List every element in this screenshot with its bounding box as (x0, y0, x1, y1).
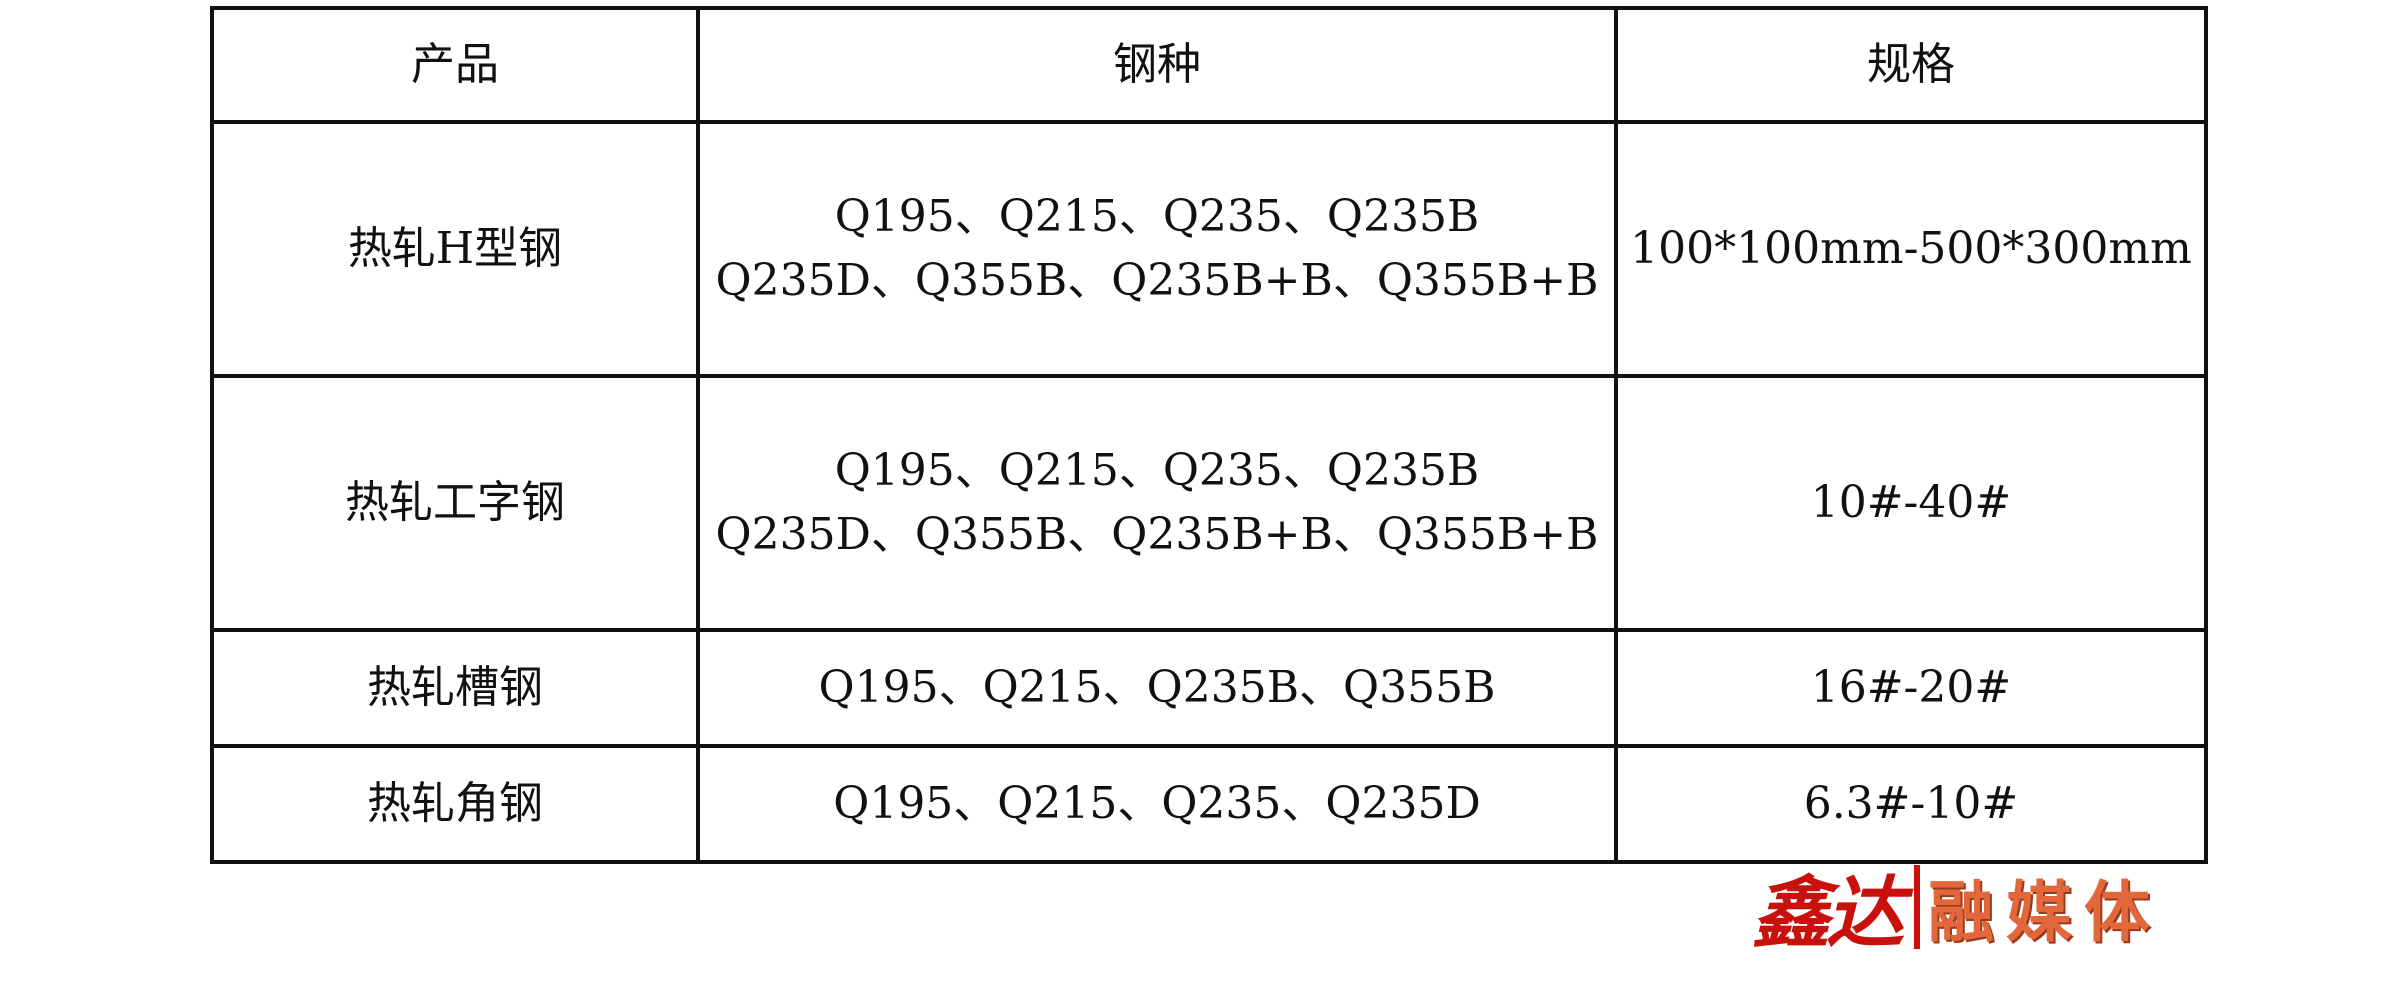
logo-media-text: 融媒体 (1928, 874, 2163, 951)
table-row: 热轧工字钢 Q195、Q215、Q235、Q235B Q235D、Q355B、Q2… (210, 374, 2208, 632)
spec-cell: 10#-40# (1614, 374, 2208, 632)
header-grade: 钢种 (696, 6, 1618, 124)
grade-line: Q235D、Q355B、Q235B+B、Q355B+B (715, 509, 1599, 560)
header-product: 产品 (210, 6, 700, 124)
logo-brand-text: 鑫达 (1752, 868, 1904, 959)
product-cell: 热轧工字钢 (210, 374, 700, 632)
spec-cell: 6.3#-10# (1614, 744, 2208, 864)
grade-line: Q235D、Q355B、Q235B+B、Q355B+B (715, 255, 1599, 306)
grade-cell: Q195、Q215、Q235B、Q355B (696, 628, 1618, 748)
spec-cell: 100*100mm-500*300mm (1614, 120, 2208, 378)
table-header-row: 产品 钢种 规格 (210, 6, 2208, 124)
table-row: 热轧槽钢 Q195、Q215、Q235B、Q355B 16#-20# (210, 628, 2208, 748)
xinda-media-logo: 鑫达 融媒体 (1752, 862, 2163, 959)
grade-line: Q195、Q215、Q235、Q235B (834, 191, 1480, 242)
logo-divider (1914, 865, 1921, 949)
grade-cell: Q195、Q215、Q235、Q235B Q235D、Q355B、Q235B+B、… (696, 374, 1618, 632)
grade-cell: Q195、Q215、Q235、Q235B Q235D、Q355B、Q235B+B、… (696, 120, 1618, 378)
product-cell: 热轧槽钢 (210, 628, 700, 748)
table-row: 热轧H型钢 Q195、Q215、Q235、Q235B Q235D、Q355B、Q2… (210, 120, 2208, 378)
table-row: 热轧角钢 Q195、Q215、Q235、Q235D 6.3#-10# (210, 744, 2208, 864)
product-cell: 热轧角钢 (210, 744, 700, 864)
spec-cell: 16#-20# (1614, 628, 2208, 748)
grade-line: Q195、Q215、Q235、Q235B (834, 445, 1480, 496)
header-spec: 规格 (1614, 6, 2208, 124)
grade-cell: Q195、Q215、Q235、Q235D (696, 744, 1618, 864)
steel-products-table: 产品 钢种 规格 热轧H型钢 Q195、Q215、Q235、Q235B Q235D… (210, 6, 2208, 864)
product-cell: 热轧H型钢 (210, 120, 700, 378)
